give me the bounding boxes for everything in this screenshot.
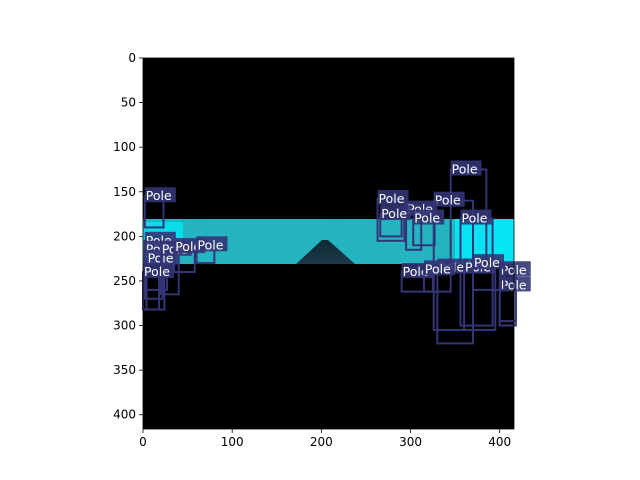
detection-label-bg [377,189,409,205]
x-tick-label: 0 [139,435,147,449]
axes-frame [142,57,515,430]
detection-box: Pole [471,254,506,291]
y-tick-label: 250 [113,274,136,288]
detection-label: Pole [435,193,461,208]
detection-label-bg [460,209,492,225]
y-axis: 0 50 100 150 200 250 300 350 400 [113,51,143,422]
detection-label: Pole [414,211,440,226]
detection-label-bg [423,260,455,276]
detection-label-bg [196,236,228,252]
detection-box: Pole [143,187,176,229]
detection-label: Pole [198,237,224,252]
y-tick-label: 50 [121,96,136,110]
detection-box: Pole [422,260,455,293]
detection-box: Pole [379,205,412,238]
detection-label-bg [143,263,174,279]
detection-label-bg [450,160,482,176]
detection-label: Pole [146,188,172,203]
y-tick-label: 200 [113,229,136,243]
detection-label-bg [144,187,176,203]
y-tick-label: 0 [128,51,136,65]
y-tick-label: 100 [113,140,136,154]
road-surface [296,240,355,264]
detection-label-bg [472,254,504,270]
y-tick-label: 300 [113,319,136,333]
y-tick-label: 350 [113,363,136,377]
y-tick-label: 150 [113,185,136,199]
detection-box: Pole [498,276,531,327]
detection-box: Pole [412,209,445,247]
detection-label-bg [380,205,412,221]
detection-label: Pole [381,206,407,221]
detection-label: Pole [175,239,201,254]
detection-label-bg [433,191,465,207]
detection-label: Pole [461,211,487,226]
x-tick-label: 300 [399,435,422,449]
detection-label: Pole [474,255,500,270]
detection-box: Pole [142,263,174,311]
detection-box: Pole [376,189,409,242]
detection-label-bg [413,209,445,225]
detection-label-bg [499,261,531,277]
detection-label: Pole [144,264,170,279]
detection-label: Pole [425,261,451,276]
x-tick-label: 400 [488,435,511,449]
detection-label: Pole [452,161,478,176]
x-tick-label: 200 [310,435,333,449]
detection-label-bg [499,276,531,292]
detection-label: Pole [403,264,429,279]
detection-box: Pole [195,236,228,265]
detection-label: Pole [379,191,405,206]
y-tick-label: 400 [113,408,136,422]
x-tick-label: 100 [221,435,244,449]
x-axis: 0 100 200 300 400 [139,429,511,449]
